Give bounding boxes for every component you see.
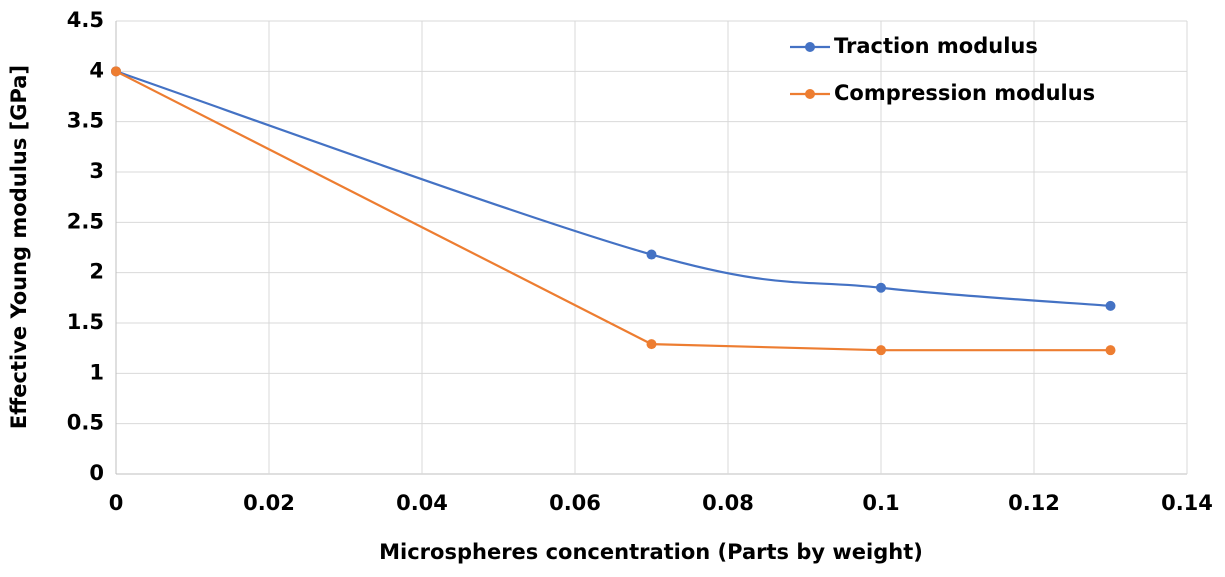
y-tick-label: 2 (89, 260, 104, 284)
data-point (1105, 345, 1116, 356)
y-tick-label: 4 (89, 58, 104, 82)
y-tick-label: 4.5 (67, 8, 104, 32)
x-axis-label: Microspheres concentration (Parts by wei… (379, 540, 923, 564)
y-tick-label: 1 (89, 360, 104, 384)
y-tick-label: 1.5 (67, 310, 104, 334)
legend-label: Traction modulus (834, 34, 1038, 58)
legend-label: Compression modulus (834, 81, 1095, 105)
x-tick-label: 0.1 (862, 491, 899, 515)
data-point (876, 345, 886, 356)
data-point (876, 282, 886, 293)
y-axis-label: Effective Young modulus [GPa] (7, 65, 31, 429)
x-tick-label: 0.14 (1161, 491, 1213, 515)
x-tick-label: 0 (109, 491, 124, 515)
data-point (646, 249, 657, 260)
y-tick-label: 3 (89, 159, 104, 183)
data-point (1105, 300, 1116, 311)
series-line (115, 70, 1111, 307)
legend-marker (805, 42, 815, 52)
x-tick-label: 0.12 (1008, 491, 1060, 515)
data-point (111, 66, 121, 77)
x-tick-label: 0.04 (396, 491, 448, 515)
y-tick-label: 2.5 (67, 209, 104, 233)
data-point (646, 339, 657, 350)
legend-marker (805, 89, 815, 99)
series-line (115, 70, 1111, 352)
y-tick-label: 0 (89, 461, 104, 485)
y-tick-label: 0.5 (67, 411, 104, 435)
x-tick-label: 0.06 (549, 491, 601, 515)
x-tick-label: 0.08 (702, 491, 754, 515)
y-tick-label: 3.5 (67, 109, 104, 133)
x-tick-label: 0.02 (243, 491, 295, 515)
